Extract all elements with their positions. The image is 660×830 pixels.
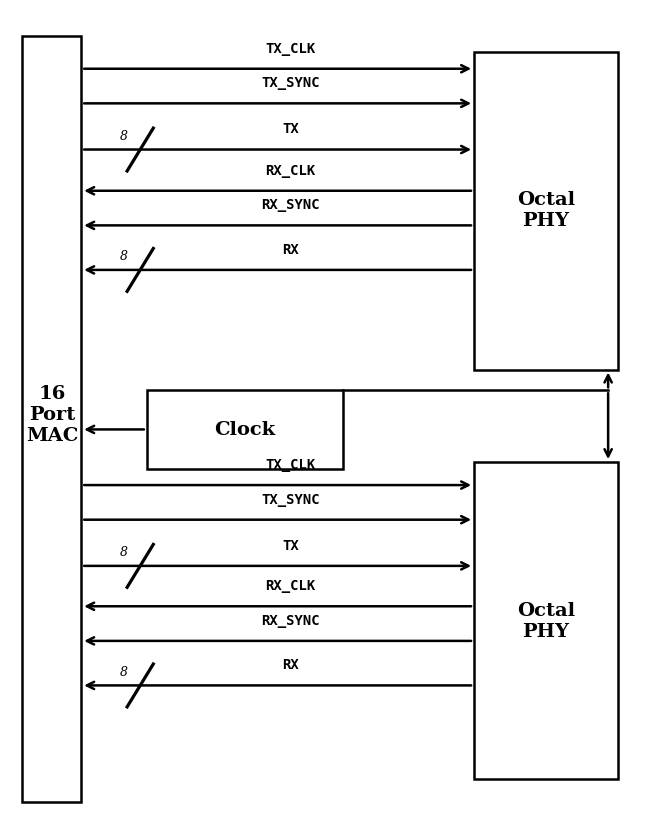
Bar xyxy=(474,52,618,369)
Text: 8: 8 xyxy=(120,666,128,679)
Bar xyxy=(22,36,81,803)
Text: Octal
PHY: Octal PHY xyxy=(517,602,575,641)
Text: RX_CLK: RX_CLK xyxy=(265,579,316,593)
Text: TX_CLK: TX_CLK xyxy=(265,458,316,472)
Text: RX_SYNC: RX_SYNC xyxy=(261,198,320,212)
Text: RX: RX xyxy=(282,242,299,256)
Bar xyxy=(474,462,618,779)
Text: 8: 8 xyxy=(120,251,128,263)
Text: RX: RX xyxy=(282,658,299,672)
Bar xyxy=(147,390,343,469)
Text: Octal
PHY: Octal PHY xyxy=(517,191,575,230)
Text: TX_SYNC: TX_SYNC xyxy=(261,76,320,90)
Text: TX: TX xyxy=(282,122,299,136)
Text: TX_SYNC: TX_SYNC xyxy=(261,492,320,506)
Text: RX_SYNC: RX_SYNC xyxy=(261,613,320,627)
Text: 8: 8 xyxy=(120,546,128,559)
Text: TX: TX xyxy=(282,539,299,553)
Text: RX_CLK: RX_CLK xyxy=(265,164,316,178)
Text: TX_CLK: TX_CLK xyxy=(265,42,316,56)
Text: 8: 8 xyxy=(120,130,128,143)
Text: Clock: Clock xyxy=(214,421,275,439)
Text: 16
Port
MAC: 16 Port MAC xyxy=(26,385,78,445)
